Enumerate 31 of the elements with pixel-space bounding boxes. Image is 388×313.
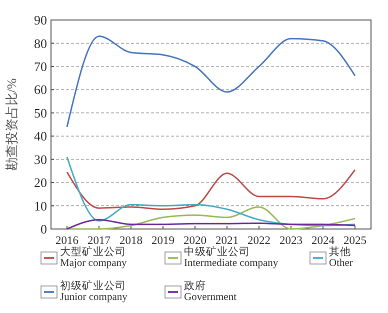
- x-tick-label: 2016: [56, 235, 79, 247]
- line-series: [66, 36, 356, 128]
- y-tick-label: 80: [34, 36, 47, 51]
- line-series: [66, 218, 356, 230]
- legend-label: 大型矿业公司 Major company: [60, 245, 128, 269]
- x-tick-label: 2018: [120, 235, 143, 247]
- y-tick-label: 40: [34, 128, 47, 144]
- y-tick-label: 90: [34, 12, 47, 28]
- x-tick-label: 2025: [344, 235, 367, 247]
- x-tick-label: 2020: [184, 235, 207, 247]
- y-tick-label: 60: [34, 82, 47, 98]
- legend-label: 政府 Government: [184, 279, 237, 303]
- y-axis-title: 勘查投资占比/%: [4, 78, 19, 171]
- x-tick-label: 2022: [248, 235, 271, 247]
- x-tick-label: 2023: [280, 235, 303, 247]
- y-tick-label: 50: [34, 105, 47, 120]
- y-tick-label: 10: [34, 198, 47, 214]
- legend-label: 其他 Other: [329, 245, 354, 269]
- line-series: [66, 156, 356, 226]
- line-series: [66, 206, 356, 230]
- x-tick-label: 2021: [216, 235, 239, 247]
- y-tick-label: 70: [34, 58, 47, 74]
- y-tick-label: 20: [34, 175, 47, 190]
- legend-label: 初级矿业公司 Junior company: [60, 279, 128, 303]
- x-tick-label: 2019: [152, 235, 175, 247]
- y-tick-label: 0: [40, 222, 47, 237]
- x-tick-label: 2017: [88, 235, 111, 247]
- line-series: [66, 169, 356, 210]
- y-tick-label: 30: [34, 152, 47, 167]
- legend-label: 中级矿业公司 Intermediate company: [184, 245, 279, 269]
- x-tick-label: 2024: [312, 235, 335, 247]
